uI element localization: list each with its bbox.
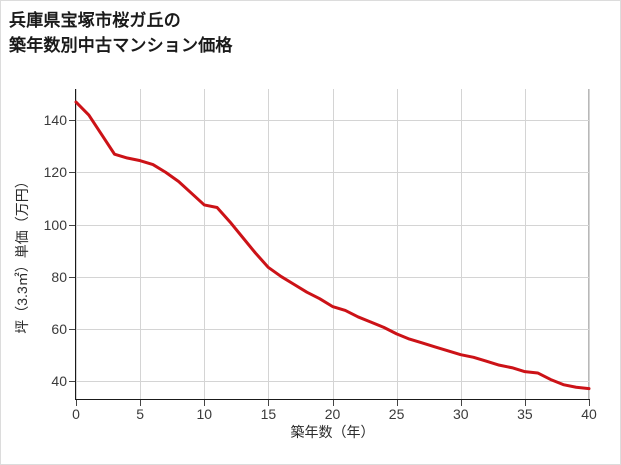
x-tick-label-30: 30 <box>453 406 469 422</box>
tick-x-30 <box>460 400 462 406</box>
tick-x-35 <box>524 400 526 406</box>
tick-x-15 <box>268 400 270 406</box>
x-tick-label-15: 15 <box>260 406 277 422</box>
x-axis-title: 築年数（年） <box>290 424 375 440</box>
gridline-x-5 <box>140 89 142 399</box>
tick-x-25 <box>396 400 398 406</box>
x-tick-label-35: 35 <box>517 406 533 422</box>
gridline-x-30 <box>460 89 462 399</box>
y-axis-title: 坪（3.3㎡）単価（万円） <box>14 174 30 334</box>
tick-x-40 <box>589 400 590 406</box>
tick-x-10 <box>204 400 206 406</box>
x-axis-spine <box>75 398 590 400</box>
tick-x-0 <box>76 400 77 406</box>
x-tick-label-10: 10 <box>196 406 213 422</box>
gridline-x-15 <box>268 89 270 399</box>
gridline-x-0 <box>76 89 77 399</box>
tick-x-20 <box>332 400 334 406</box>
chart-title: 兵庫県宝塚市桜ガ丘の 築年数別中古マンション価格 <box>9 11 233 55</box>
tick-x-5 <box>140 400 142 406</box>
x-tick-label-40: 40 <box>581 406 597 422</box>
x-tick-label-0: 0 <box>72 406 80 422</box>
price-line-series <box>74 100 591 391</box>
gridline-x-40 <box>589 89 590 399</box>
line-series-layer <box>74 100 591 391</box>
gridline-x-20 <box>332 89 334 399</box>
x-tick-label-20: 20 <box>324 406 341 422</box>
gridline-x-10 <box>204 89 206 399</box>
x-tick-label-25: 25 <box>388 406 405 422</box>
x-tick-label-5: 5 <box>136 406 144 422</box>
plot-area <box>74 89 591 399</box>
plot-right-spine <box>588 89 589 399</box>
gridline-x-35 <box>524 89 526 399</box>
gridline-x-25 <box>396 89 398 399</box>
